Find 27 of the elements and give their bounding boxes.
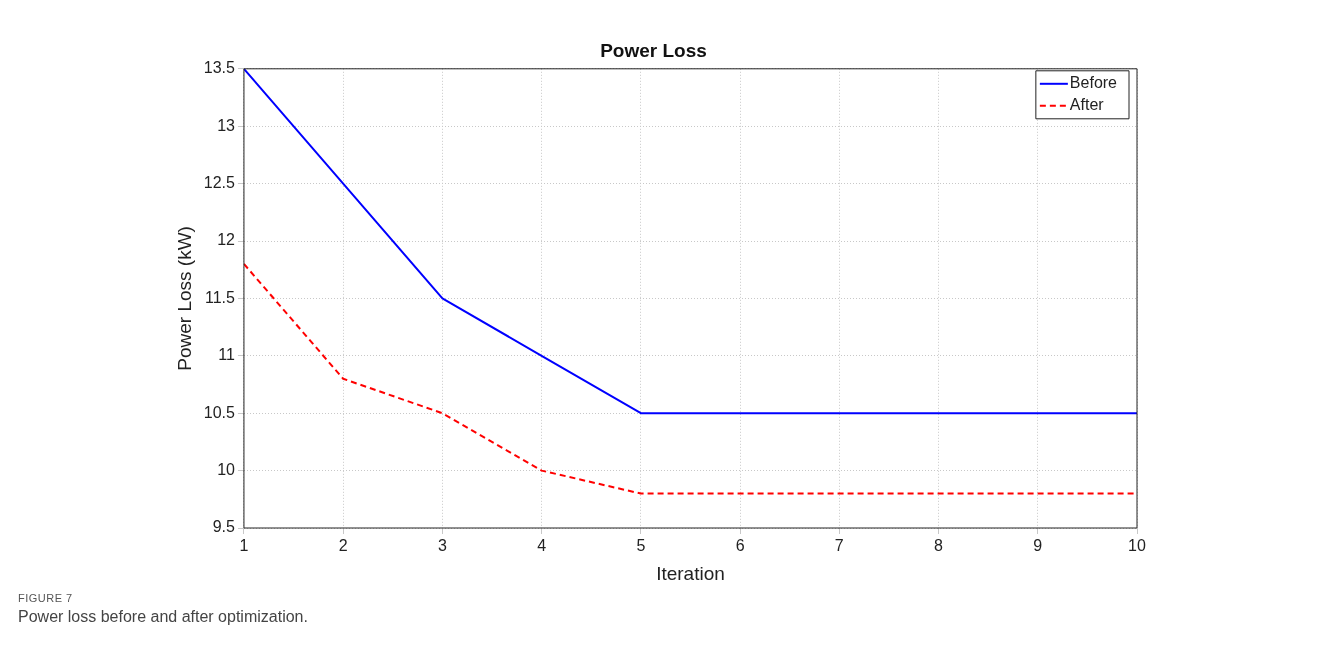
x-tick-label: 10 <box>1128 537 1146 555</box>
y-tick-label: 9.5 <box>212 518 236 536</box>
text: Power loss before and after optimization. <box>18 608 308 626</box>
x-tick-label: 4 <box>537 537 547 555</box>
legend-label: After <box>1069 96 1105 114</box>
legend-label: Before <box>1069 74 1118 92</box>
y-tick-label: 10 <box>217 461 236 479</box>
y-tick-label: 12 <box>217 231 236 249</box>
y-tick-label: 11 <box>218 346 236 364</box>
caption: FIGURE 7 <box>18 592 74 604</box>
chart-title: Power Loss <box>600 39 707 61</box>
y-tick-label: 11.5 <box>204 288 236 306</box>
x-tick-label: 1 <box>239 537 249 555</box>
x-tick-label: 6 <box>735 537 745 555</box>
y-tick-label: 10.5 <box>203 403 236 421</box>
y-axis-title: Power Loss (kW) <box>173 226 195 371</box>
x-tick-label: 2 <box>338 537 348 555</box>
y-tick-label: 13.5 <box>203 59 236 77</box>
x-tick-label: 5 <box>636 537 646 555</box>
x-tick-label: 8 <box>934 537 944 555</box>
line-series <box>243 262 1137 495</box>
y-tick-label: 12.5 <box>203 174 236 192</box>
x-tick-label: 9 <box>1033 537 1043 555</box>
x-axis-title: Iteration <box>656 562 725 584</box>
y-tick-label: 13 <box>217 116 236 134</box>
x-tick-label: 3 <box>437 537 447 555</box>
x-tick-label: 7 <box>834 537 844 555</box>
